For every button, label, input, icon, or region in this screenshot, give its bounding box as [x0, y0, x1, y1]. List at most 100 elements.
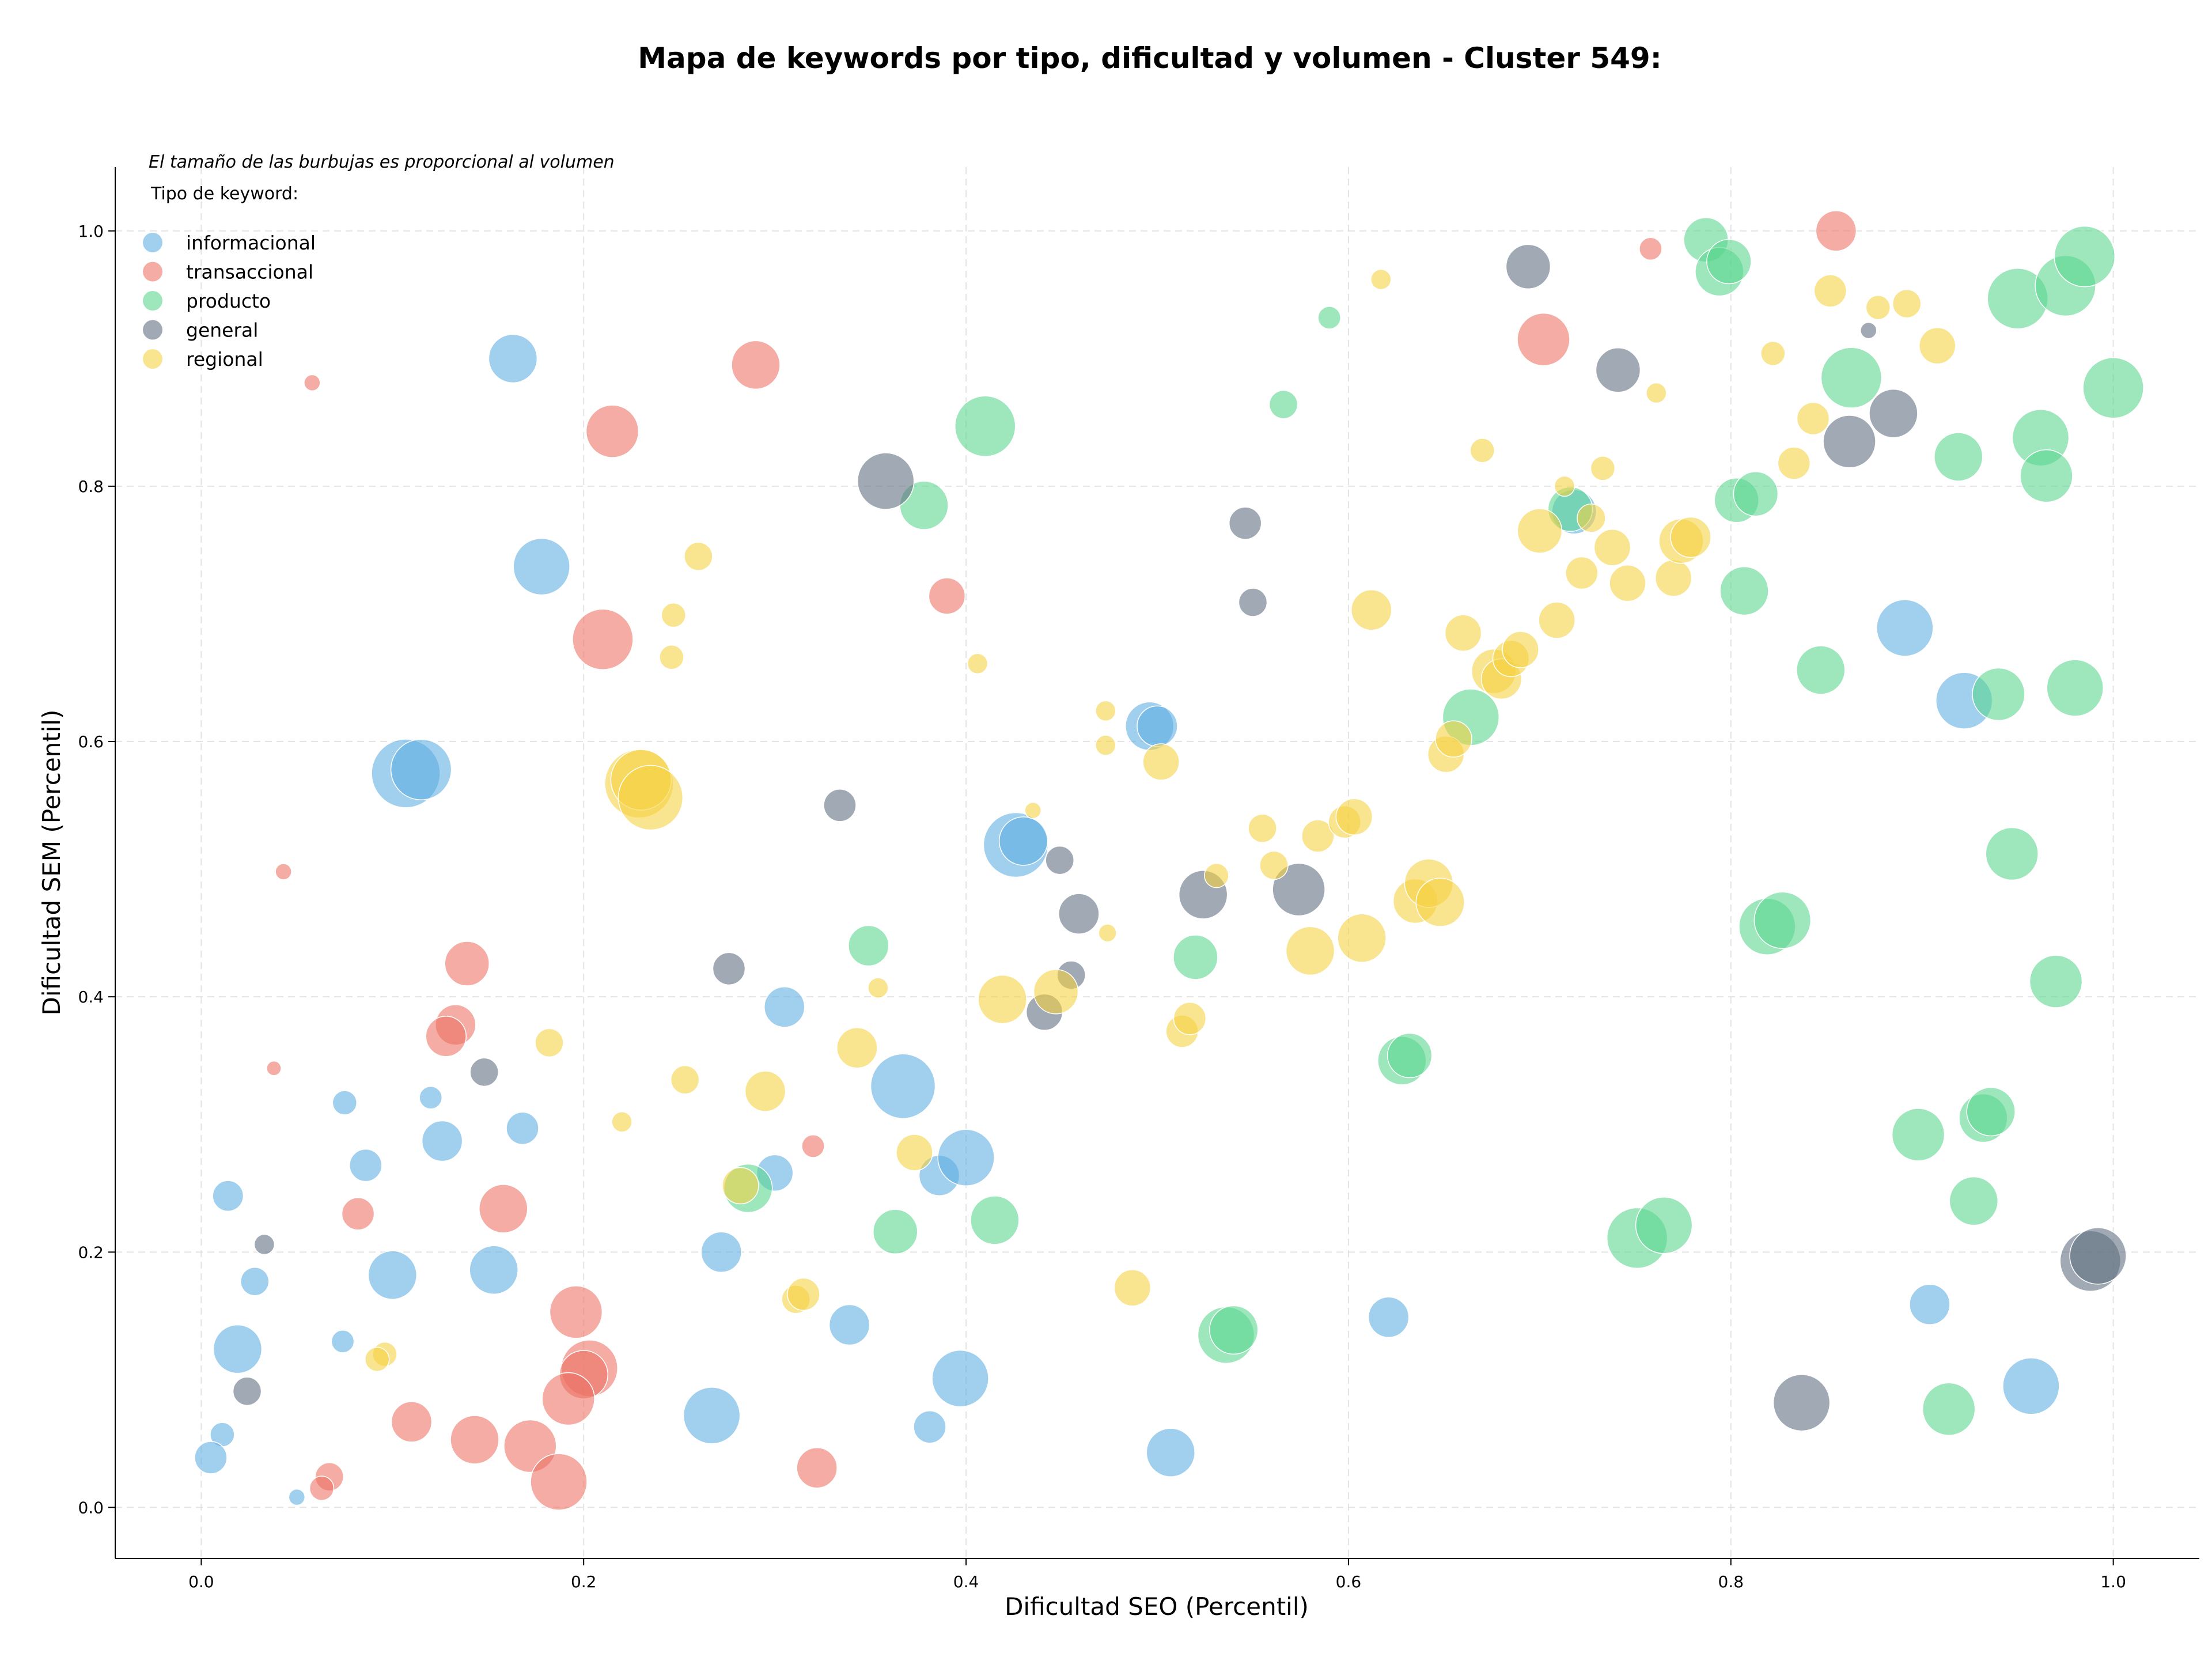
bubble-producto [1706, 239, 1752, 285]
bubble-transaccional [731, 340, 781, 390]
bubble-producto [1387, 1032, 1433, 1079]
bubble-general [712, 952, 746, 986]
legend-label-producto: producto [186, 290, 271, 312]
bubble-general [1772, 1374, 1831, 1432]
bubble-informacional [212, 1180, 244, 1212]
bubble-general [823, 789, 857, 822]
bubble-producto [1209, 1305, 1259, 1355]
bubble-transaccional [530, 1453, 588, 1511]
legend-marker-general [143, 320, 162, 340]
bubble-regional [1865, 294, 1891, 320]
x-tick-label: 0.0 [188, 1572, 214, 1591]
bubble-informacional [288, 1488, 306, 1506]
bubble-regional [836, 1027, 878, 1069]
bubble-producto [1891, 1108, 1945, 1161]
bubble-transaccional [275, 863, 292, 880]
bubble-general [2069, 1227, 2127, 1285]
y-tick-label: 0.2 [78, 1243, 104, 1262]
bubble-producto [848, 925, 889, 967]
bubble-transaccional [444, 941, 490, 986]
bubble-regional [1415, 877, 1465, 927]
bubble-informacional [763, 986, 805, 1028]
y-tick-label: 0.0 [78, 1498, 104, 1517]
bubble-producto [2020, 449, 2073, 503]
bubble-informacional [349, 1148, 382, 1182]
bubble-producto [1719, 566, 1769, 616]
bubble-regional [1285, 926, 1335, 976]
bubbles [194, 210, 2144, 1511]
y-tick-label: 1.0 [78, 222, 104, 241]
bubble-informacional [1876, 599, 1934, 657]
bubble-regional [1646, 382, 1667, 404]
bubble-regional [1204, 862, 1229, 888]
bubble-regional [1248, 814, 1277, 843]
bubble-regional [1517, 508, 1563, 554]
bubble-informacional [937, 1129, 995, 1187]
series-general [232, 244, 2127, 1432]
x-axis-label: Dificultad SEO (Percentil) [1005, 1592, 1309, 1621]
bubble-regional [978, 974, 1027, 1024]
bubble-regional [670, 1065, 700, 1095]
bubble-producto [1733, 471, 1779, 517]
bubble-general [1505, 244, 1551, 290]
bubble-informacional [931, 1349, 989, 1408]
bubble-producto [1753, 891, 1812, 949]
bubble-regional [659, 645, 684, 670]
bubble-regional [896, 1134, 933, 1171]
bubble-producto [2046, 659, 2104, 717]
x-tick-label: 0.8 [1718, 1572, 1744, 1591]
bubble-regional [684, 542, 713, 572]
bubble-regional [364, 1346, 390, 1372]
bubble-producto [1173, 934, 1218, 980]
bubble-informacional [683, 1387, 741, 1444]
bubble-regional [1593, 528, 1631, 566]
bubble-informacional [469, 1245, 518, 1295]
bubble-transaccional [585, 404, 639, 458]
bubble-producto [1268, 389, 1298, 419]
bubble-informacional [421, 1120, 463, 1162]
bubble-transaccional [572, 608, 634, 671]
bubble-regional [1113, 1269, 1152, 1307]
bubble-producto [2029, 955, 2083, 1008]
bubble-regional [1919, 327, 1956, 365]
bubble-regional [1259, 850, 1289, 880]
bubble-general [1058, 893, 1100, 934]
bubble-regional [1370, 268, 1392, 290]
bubble-producto [1934, 432, 1983, 482]
bubble-general [253, 1234, 275, 1255]
bubble-regional [1444, 614, 1482, 652]
bubble-regional [787, 1277, 820, 1311]
series-regional [364, 268, 1956, 1372]
bubble-regional [1609, 565, 1646, 602]
bubble-regional [1469, 438, 1495, 463]
bubble-regional [1095, 735, 1116, 756]
bubble-general [1238, 588, 1268, 617]
series-transaccional [266, 210, 1857, 1511]
bubble-producto [2054, 225, 2116, 287]
bubble-regional [1033, 969, 1079, 1015]
bubble-producto [1820, 347, 1883, 408]
bubble-regional [1670, 516, 1711, 558]
bubble-regional [1502, 631, 1539, 668]
bubble-informacional [913, 1410, 946, 1444]
bubble-general [1860, 321, 1877, 339]
bubble-transaccional [479, 1184, 528, 1234]
bubble-informacional [998, 816, 1048, 866]
x-tick-label: 1.0 [2100, 1572, 2126, 1591]
bubble-informacional [488, 334, 538, 384]
bubble-regional [1777, 447, 1811, 480]
chart-title: Mapa de keywords por tipo, dificultad y … [638, 41, 1661, 75]
legend-label-informacional: informacional [186, 232, 316, 254]
x-tick-label: 0.4 [953, 1572, 979, 1591]
bubble-informacional [2002, 1357, 2060, 1415]
bubble-regional [535, 1028, 564, 1058]
size-note: El tamaño de las burbujas es proporciona… [149, 152, 615, 172]
bubble-general [1228, 506, 1262, 540]
ticks: 0.0 0.2 0.4 0.6 0.8 1.0 0.0 0.2 0.4 0.6 0.8 1.0 [78, 222, 2126, 1591]
bubble-producto [1635, 1196, 1693, 1254]
bubble-informacional [870, 1053, 936, 1119]
bubble-transaccional [1517, 312, 1570, 366]
bubble-regional [1337, 913, 1387, 963]
bubble-informacional [513, 538, 570, 596]
bubble-general [1045, 845, 1074, 875]
